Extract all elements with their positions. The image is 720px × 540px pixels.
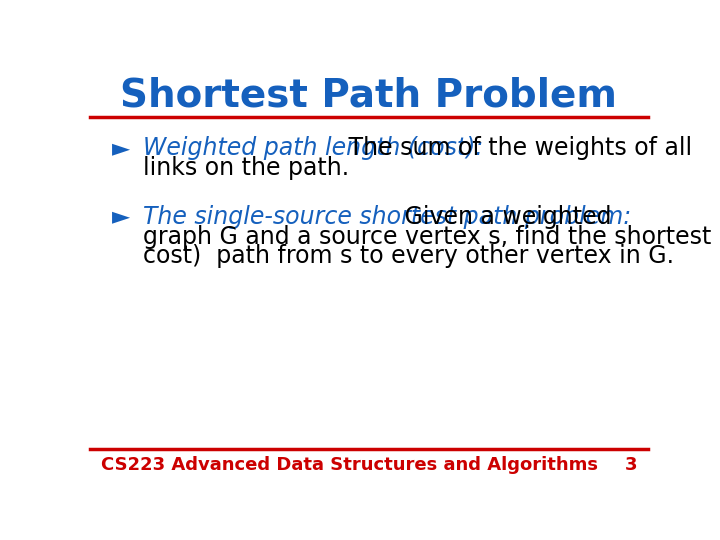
Text: Shortest Path Problem: Shortest Path Problem	[120, 77, 618, 115]
Text: The single-source shortest path problem:: The single-source shortest path problem:	[143, 205, 631, 228]
Text: graph G and a source vertex s, find the shortest (minimum: graph G and a source vertex s, find the …	[143, 225, 720, 248]
Text: The sum of the weights of all: The sum of the weights of all	[341, 136, 692, 160]
Text: ►: ►	[112, 136, 130, 160]
Text: 3: 3	[624, 456, 637, 474]
Text: Weighted path length (cost):: Weighted path length (cost):	[143, 136, 483, 160]
Text: cost)  path from s to every other vertex in G.: cost) path from s to every other vertex …	[143, 245, 674, 268]
Text: links on the path.: links on the path.	[143, 156, 349, 180]
Text: ►: ►	[112, 205, 130, 228]
Text: Given a weighted: Given a weighted	[397, 205, 611, 228]
Text: CS223 Advanced Data Structures and Algorithms: CS223 Advanced Data Structures and Algor…	[101, 456, 598, 474]
